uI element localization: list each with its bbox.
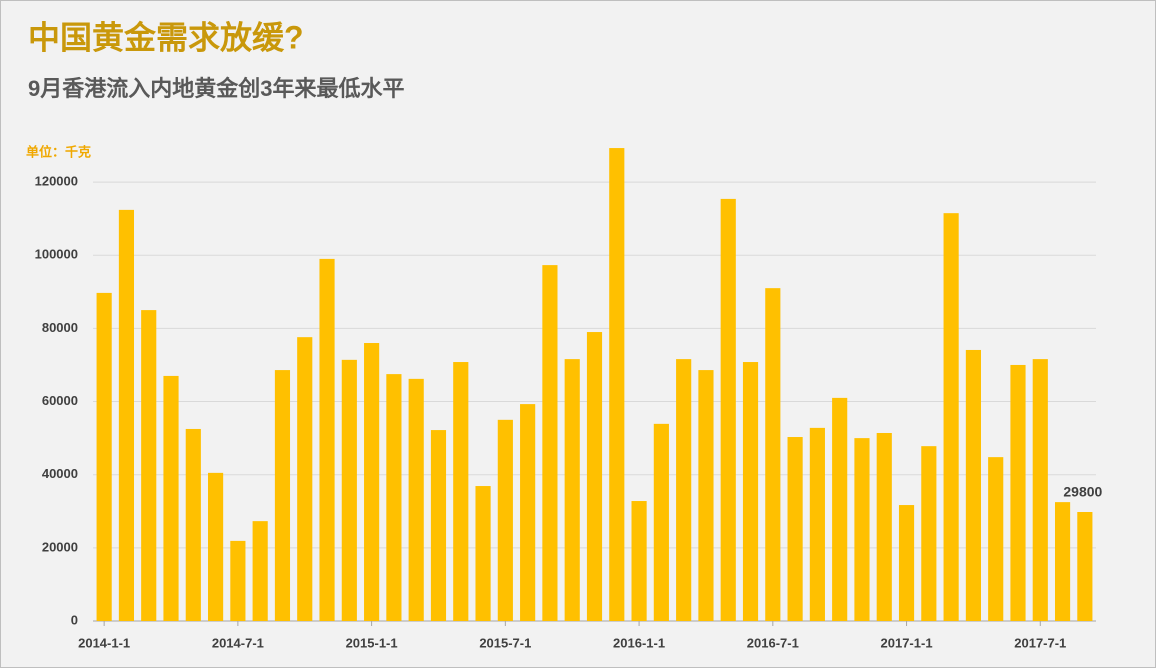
x-tick-label: 2014-7-1 xyxy=(212,635,264,650)
bar xyxy=(698,370,714,621)
unit-label: 单位：千克 xyxy=(26,144,91,159)
bar xyxy=(809,427,825,621)
bar xyxy=(921,446,937,621)
bar xyxy=(609,148,625,622)
y-tick-label: 20000 xyxy=(42,539,78,554)
bar xyxy=(542,265,558,621)
bar xyxy=(1032,359,1048,621)
y-tick-label: 40000 xyxy=(42,466,78,481)
bar xyxy=(118,209,135,622)
bar xyxy=(564,359,580,621)
bar xyxy=(319,258,335,621)
x-tick-label: 2015-1-1 xyxy=(346,635,398,650)
bar xyxy=(1077,512,1093,621)
bar xyxy=(765,288,781,621)
bar xyxy=(988,457,1004,621)
bar xyxy=(230,540,246,621)
bar xyxy=(720,198,736,621)
data-label: 29800 xyxy=(1063,484,1102,500)
bar xyxy=(898,505,915,621)
bar xyxy=(96,292,112,621)
bar xyxy=(386,374,402,621)
bar xyxy=(787,437,803,621)
bar xyxy=(832,397,848,621)
bar xyxy=(876,432,892,621)
bar xyxy=(854,438,870,621)
bar xyxy=(742,362,759,621)
bar xyxy=(141,310,157,621)
x-tick-label: 2016-1-1 xyxy=(613,635,665,650)
bar xyxy=(430,430,447,621)
bar xyxy=(364,343,380,621)
bar xyxy=(208,472,224,621)
bar xyxy=(185,428,201,621)
y-tick-label: 60000 xyxy=(42,393,78,408)
bar xyxy=(943,213,959,622)
bar xyxy=(341,359,357,621)
y-tick-label: 80000 xyxy=(42,320,78,335)
bar xyxy=(475,486,491,621)
x-tick-label: 2016-7-1 xyxy=(747,635,799,650)
bar xyxy=(297,337,313,621)
bar xyxy=(497,419,513,621)
bar xyxy=(408,378,424,621)
bar xyxy=(586,332,603,621)
bar xyxy=(1054,502,1071,621)
bar xyxy=(965,349,981,621)
bar xyxy=(653,423,669,621)
bar xyxy=(520,404,536,621)
y-tick-label: 120000 xyxy=(35,174,78,189)
x-tick-label: 2014-1-1 xyxy=(78,635,130,650)
bar xyxy=(676,359,692,621)
chart-subtitle: 9月香港流入内地黄金创3年来最低水平 xyxy=(28,76,404,101)
bar xyxy=(453,362,469,621)
bar xyxy=(274,370,291,621)
bar xyxy=(252,521,268,621)
bar xyxy=(631,501,647,621)
x-tick-label: 2017-7-1 xyxy=(1014,635,1066,650)
x-tick-label: 2017-1-1 xyxy=(881,635,933,650)
y-tick-label: 0 xyxy=(71,612,78,627)
y-tick-label: 100000 xyxy=(35,247,78,262)
x-tick-label: 2015-7-1 xyxy=(479,635,531,650)
bar xyxy=(163,375,179,621)
bar xyxy=(1010,364,1026,621)
chart-title: 中国黄金需求放缓? xyxy=(28,19,304,55)
